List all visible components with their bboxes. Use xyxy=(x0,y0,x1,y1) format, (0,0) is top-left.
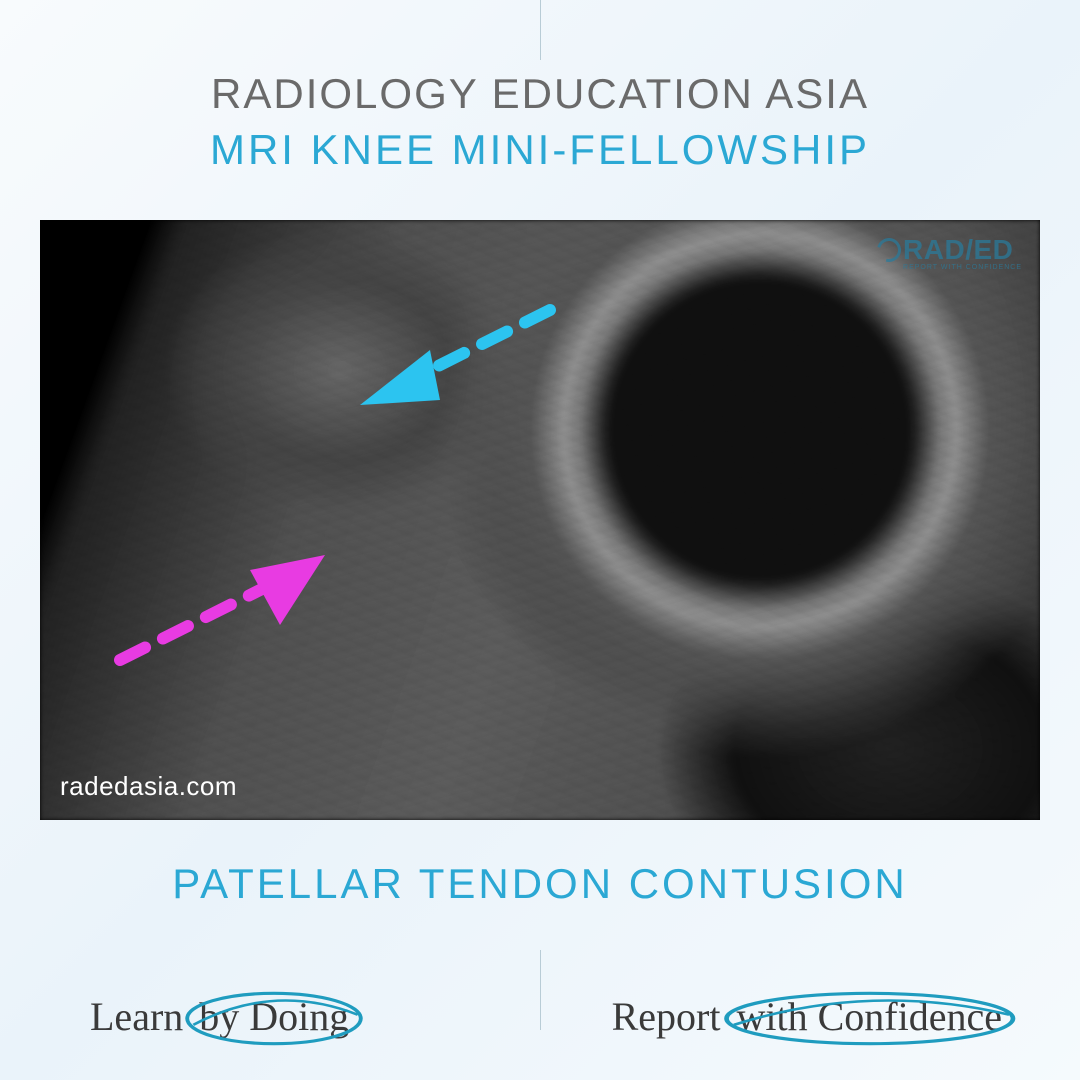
annotation-arrow-pink xyxy=(100,530,380,690)
tagline-left: Learn by Doing xyxy=(90,993,357,1040)
image-url-text: radedasia.com xyxy=(60,771,237,802)
brand-swirl-icon xyxy=(873,234,906,267)
tagline-left-plain: Learn xyxy=(90,993,183,1040)
tagline-right-circled-text: with Confidence xyxy=(737,994,1003,1039)
brand-watermark: RAD/ED REPORT WITH CONFIDENCE xyxy=(877,234,1022,271)
top-divider xyxy=(540,0,541,60)
tagline-left-circled: by Doing xyxy=(191,993,357,1040)
tagline-right-plain: Report xyxy=(612,993,721,1040)
bottom-divider xyxy=(540,950,541,1030)
header-subtitle: MRI KNEE MINI-FELLOWSHIP xyxy=(0,126,1080,174)
tagline-right: Report with Confidence xyxy=(612,993,1010,1040)
tagline-right-circled: with Confidence xyxy=(729,993,1011,1040)
mri-image: RAD/ED REPORT WITH CONFIDENCE radedasia.… xyxy=(40,220,1040,820)
brand-logo-text: RAD/ED xyxy=(877,234,1022,266)
caption: PATELLAR TENDON CONTUSION xyxy=(0,860,1080,908)
tagline-left-circled-text: by Doing xyxy=(199,994,349,1039)
annotation-arrow-blue xyxy=(320,290,580,440)
brand-subtext: REPORT WITH CONFIDENCE xyxy=(903,264,1022,271)
brand-name: RAD/ED xyxy=(903,234,1013,266)
header-title: RADIOLOGY EDUCATION ASIA xyxy=(0,70,1080,118)
